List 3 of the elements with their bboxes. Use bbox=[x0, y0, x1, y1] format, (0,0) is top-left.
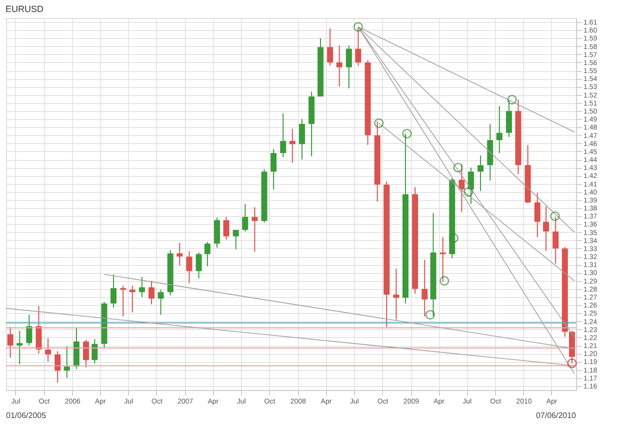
chart-title: EURUSD bbox=[6, 4, 44, 14]
text: 07/06/2010 bbox=[536, 411, 577, 420]
text: 01/06/2005 bbox=[6, 411, 47, 420]
